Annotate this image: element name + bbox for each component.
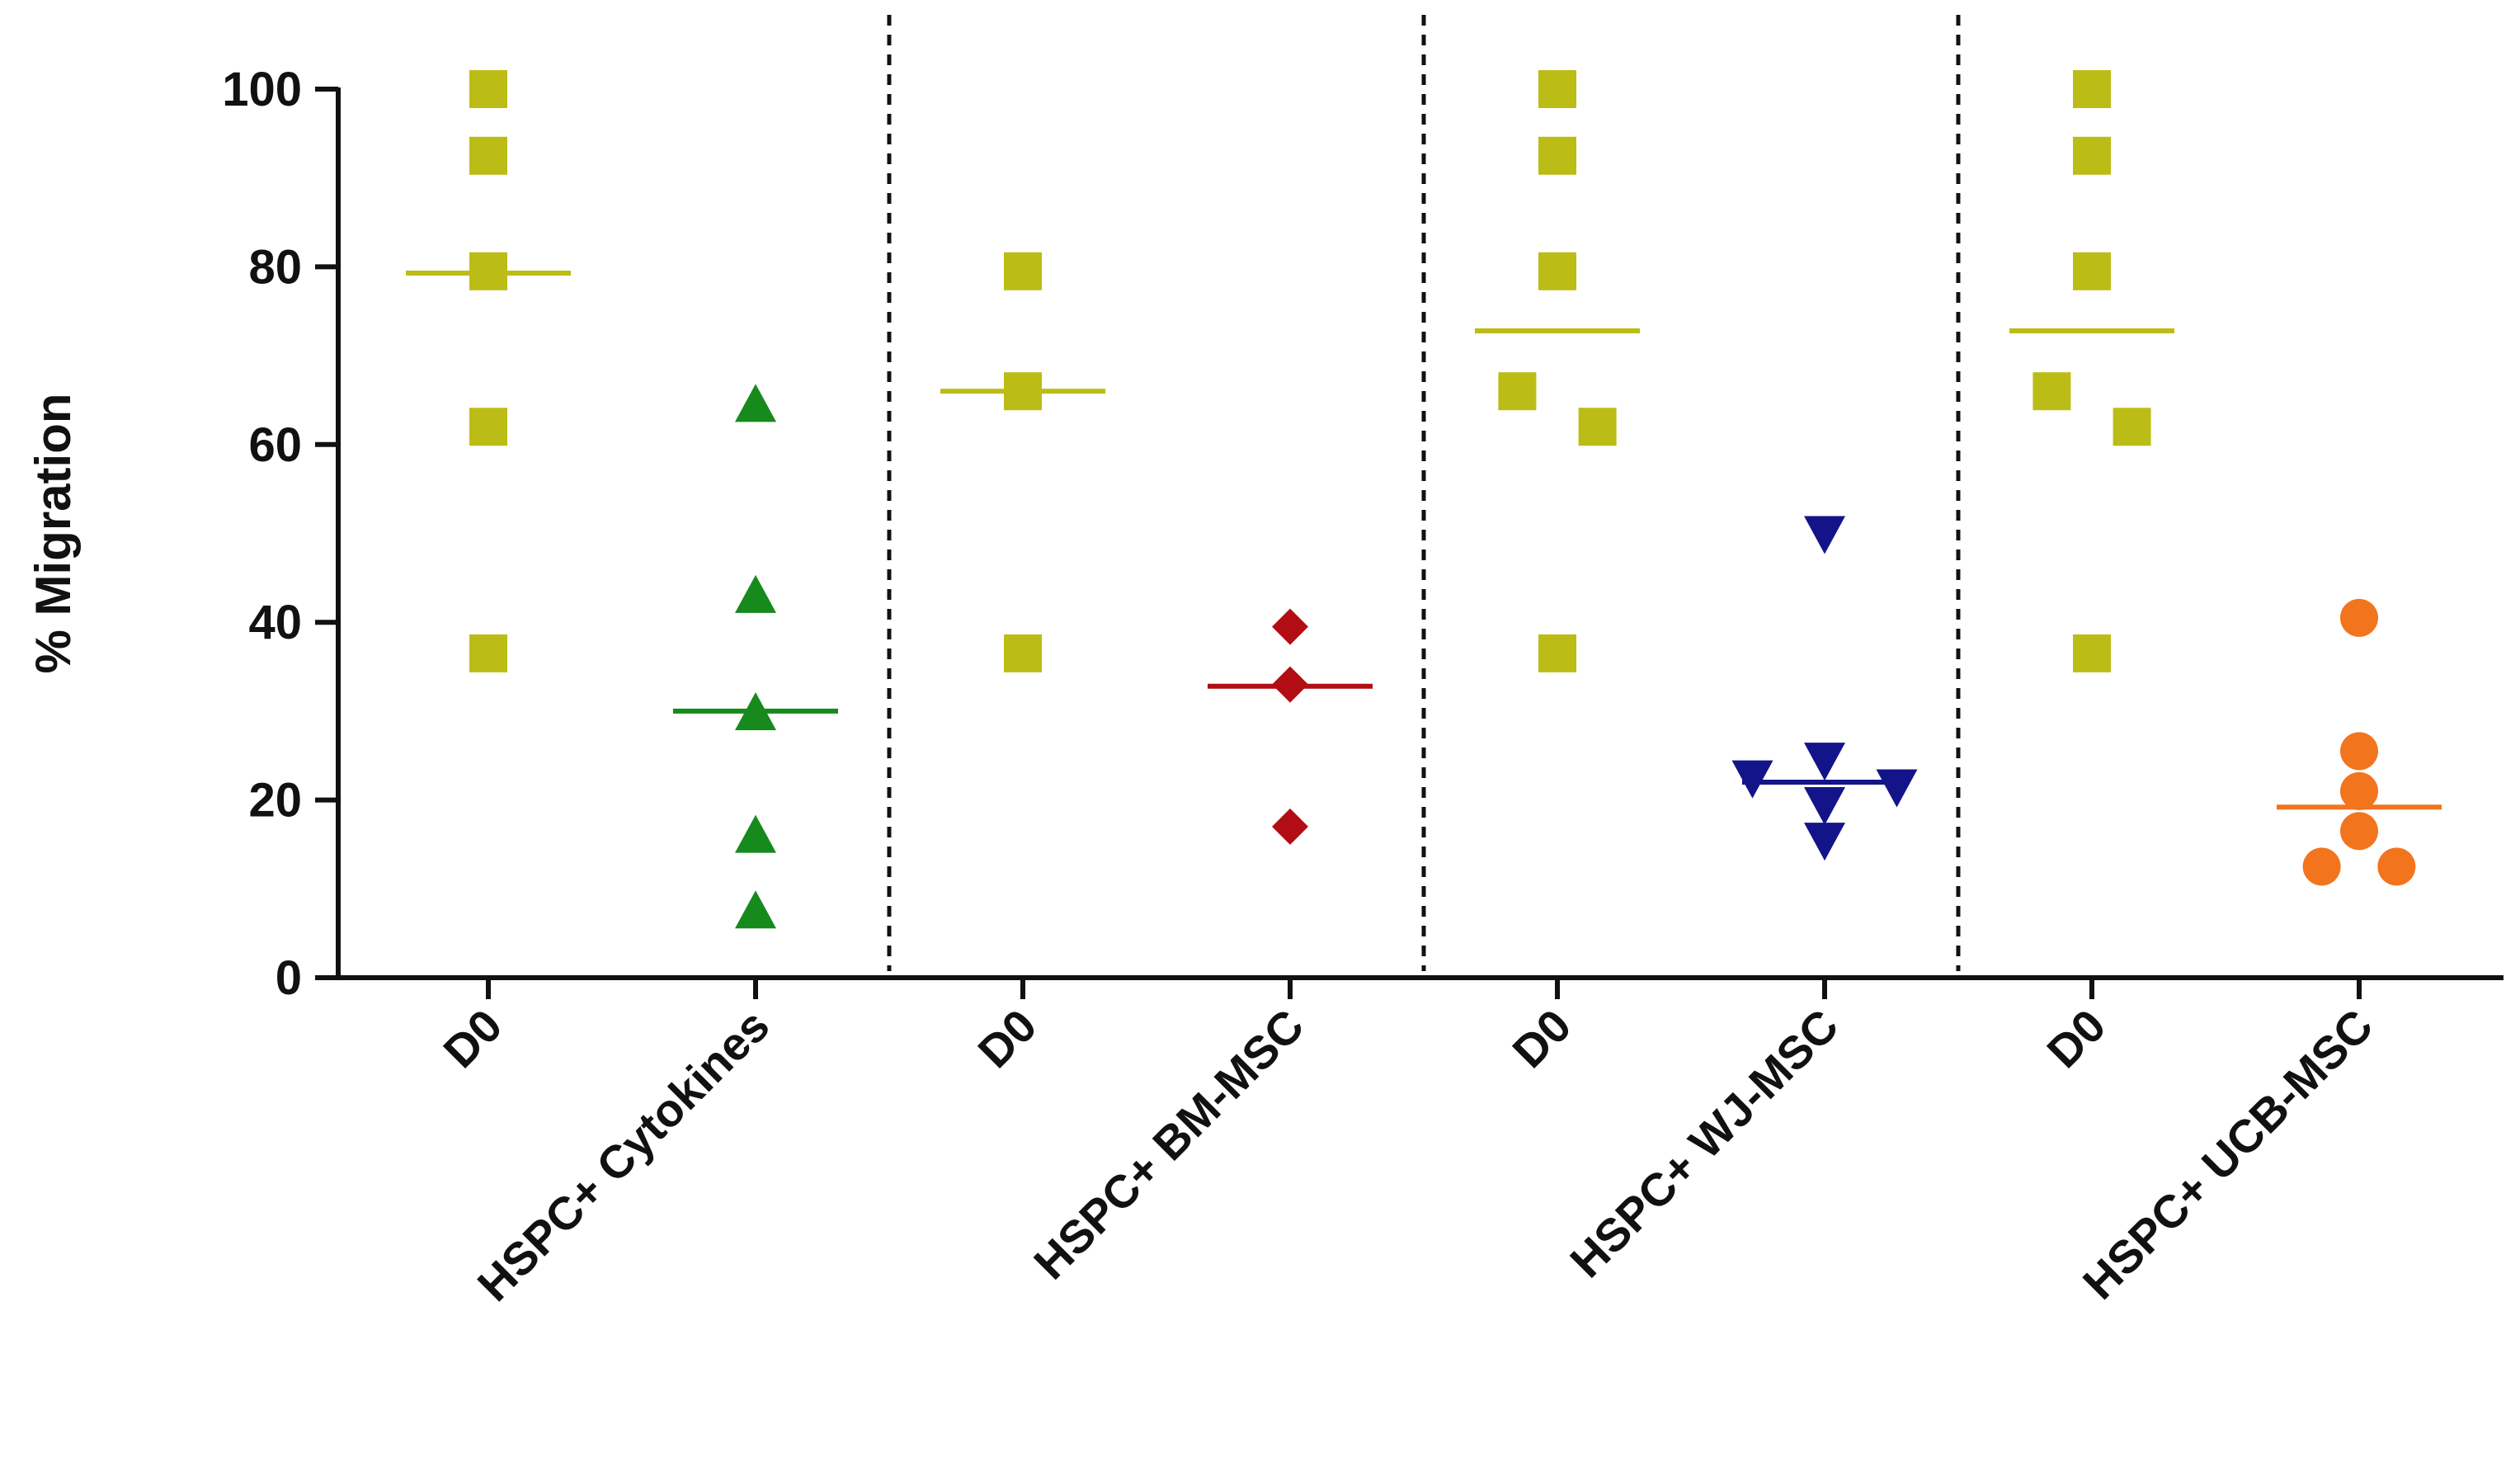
data-point-square <box>469 70 507 108</box>
data-point-square <box>2113 408 2151 446</box>
data-point-triangle-down <box>1804 786 1845 825</box>
x-tick-label: HSPC+ UCB-MSC <box>2073 999 2383 1309</box>
data-point-square <box>1498 372 1537 411</box>
data-point-square <box>1538 252 1576 290</box>
data-point-circle <box>2377 847 2416 886</box>
data-point-triangle-up <box>735 814 776 853</box>
data-point-square <box>469 634 507 672</box>
data-point-triangle-up <box>735 692 776 731</box>
data-point-circle <box>2340 732 2378 771</box>
data-point-diamond <box>1272 808 1308 845</box>
data-point-square <box>469 252 507 290</box>
axes-layer: 0 20 40 60 80 100 <box>222 63 2504 1005</box>
y-axis-label: % Migration <box>26 394 81 674</box>
data-point-square <box>1004 252 1042 290</box>
x-tick-label: D0 <box>968 999 1046 1078</box>
data-point-square <box>1004 372 1042 411</box>
data-point-square <box>469 408 507 446</box>
data-point-triangle-up <box>735 384 776 422</box>
y-tick-label: 20 <box>248 774 302 828</box>
data-point-square <box>2073 252 2111 290</box>
data-point-square <box>2073 634 2111 672</box>
data-point-circle <box>2340 771 2378 810</box>
data-point-circle <box>2340 598 2378 637</box>
y-tick-label: 60 <box>248 418 302 472</box>
data-point-circle <box>2340 812 2378 851</box>
data-point-diamond <box>1272 666 1308 703</box>
data-point-square <box>1004 634 1042 672</box>
separators-layer <box>887 15 1961 971</box>
x-tick-label: D0 <box>433 999 511 1078</box>
x-tick-label: D0 <box>1502 999 1580 1078</box>
data-point-square <box>469 136 507 175</box>
data-point-square <box>2073 70 2111 108</box>
data-point-triangle-down <box>1731 760 1773 799</box>
y-tick-label: 80 <box>248 240 302 294</box>
data-point-triangle-down <box>1804 823 1845 861</box>
data-point-square <box>2073 136 2111 175</box>
y-tick-label: 0 <box>276 951 302 1005</box>
x-tick-label: HSPC+ Cytokines <box>468 999 780 1311</box>
data-point-triangle-down <box>1876 769 1918 808</box>
y-tick-label: 40 <box>248 596 302 649</box>
data-point-square <box>1538 136 1576 175</box>
data-point-triangle-up <box>735 890 776 929</box>
data-point-square <box>2032 372 2071 411</box>
data-point-triangle-down <box>1804 516 1845 554</box>
x-tick-label: D0 <box>2037 999 2115 1078</box>
x-tick-label: HSPC+ WJ-MSC <box>1560 999 1848 1287</box>
x-tick-label: HSPC+ BM-MSC <box>1024 999 1313 1289</box>
data-point-triangle-up <box>735 574 776 613</box>
y-tick-label: 100 <box>222 63 302 116</box>
data-point-diamond <box>1272 608 1308 645</box>
data-point-circle <box>2302 847 2341 886</box>
data-point-square <box>1538 634 1576 672</box>
data-point-square <box>1538 70 1576 108</box>
data-point-square <box>1578 408 1617 446</box>
points-layer <box>469 70 2416 929</box>
data-point-triangle-down <box>1804 743 1845 781</box>
